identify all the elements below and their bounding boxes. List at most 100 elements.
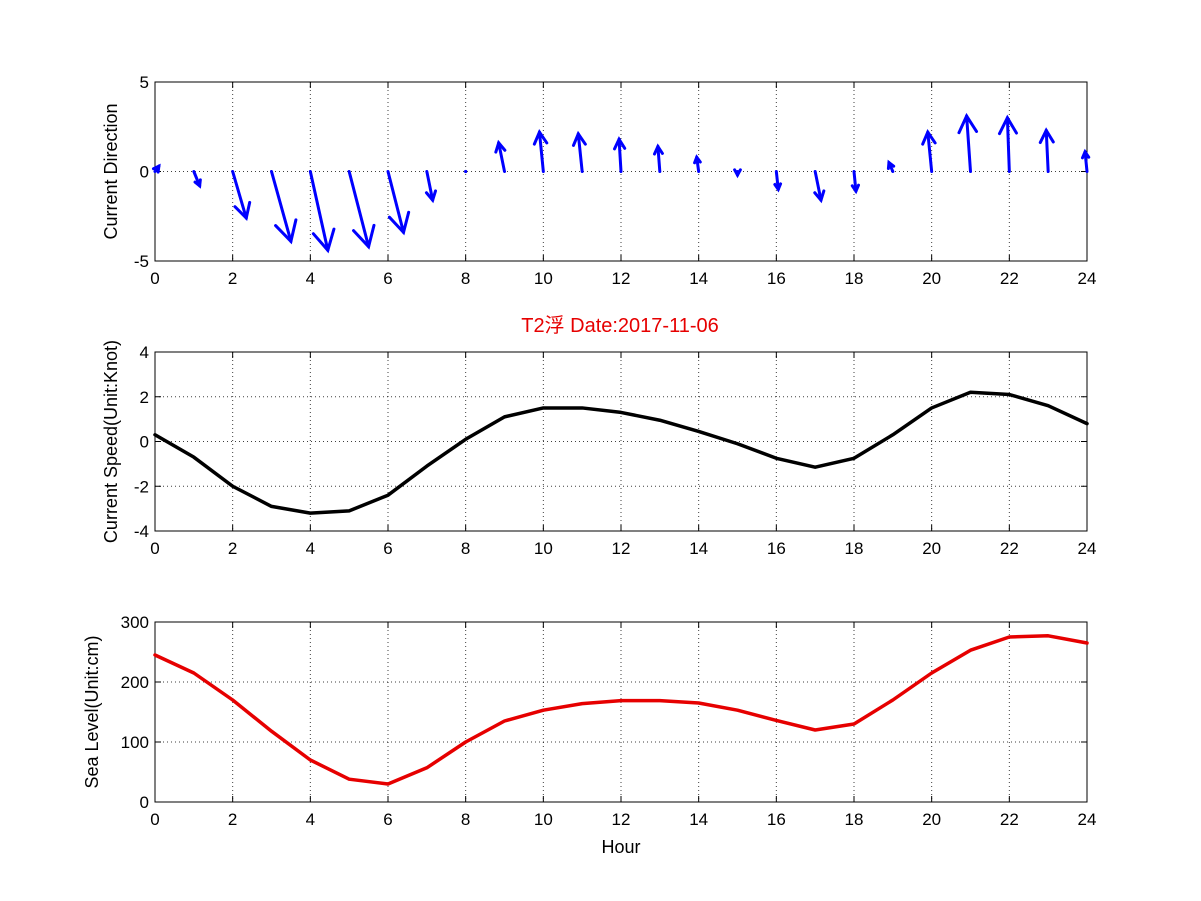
quiver-head (233, 200, 252, 222)
y-tick-label: 5 (140, 73, 149, 92)
quiver-shaft (537, 130, 545, 173)
quiver-shaft (231, 170, 248, 220)
x-tick-label: 16 (767, 269, 786, 288)
quiver-shaft (1044, 128, 1050, 173)
x-tick-label: 24 (1078, 810, 1097, 829)
quiver-head (693, 154, 702, 165)
quiver-head (957, 112, 979, 135)
quiver-shaft (1005, 116, 1011, 173)
quiver-shaft (617, 137, 623, 173)
quiver-arrow (613, 136, 627, 173)
quiver-shaft (347, 170, 371, 249)
quiver-shaft (852, 170, 858, 193)
x-tick-label: 4 (306, 810, 315, 829)
x-axis-label: Hour (601, 837, 640, 857)
x-tick-label: 8 (461, 539, 470, 558)
quiver-head (613, 136, 627, 151)
y-axis-label: Current Speed(Unit:Knot) (101, 340, 121, 543)
quiver-head (424, 189, 438, 204)
quiver-arrow (997, 114, 1018, 173)
quiver-head (652, 143, 664, 156)
x-tick-label: 16 (767, 810, 786, 829)
quiver-arrow (464, 169, 468, 174)
x-tick-label: 22 (1000, 269, 1019, 288)
quiver-shaft (813, 170, 823, 202)
quiver-arrow (733, 168, 742, 179)
y-tick-label: 0 (140, 163, 149, 182)
quiver-arrow (813, 170, 826, 204)
y-tick-label: -4 (134, 522, 149, 541)
y-tick-label: 4 (140, 343, 149, 362)
x-tick-label: 18 (845, 810, 864, 829)
x-tick-label: 12 (612, 810, 631, 829)
x-tick-label: 24 (1078, 269, 1097, 288)
y-tick-label: 100 (121, 733, 149, 752)
quiver-arrow (192, 170, 202, 189)
quiver-head (997, 114, 1018, 136)
x-tick-label: 12 (612, 539, 631, 558)
quiver-arrow (571, 130, 587, 173)
quiver-dot (464, 169, 468, 174)
quiver-shaft (926, 130, 934, 173)
quiver-shaft (965, 114, 972, 173)
x-tick-label: 2 (228, 539, 237, 558)
x-tick-label: 0 (150, 269, 159, 288)
quiver-head (494, 139, 507, 154)
quiver-head (921, 129, 937, 146)
quiver-head (1038, 127, 1055, 145)
quiver-arrow (1038, 127, 1055, 173)
x-tick-label: 20 (922, 539, 941, 558)
quiver-arrow (693, 154, 702, 173)
quiver-arrow (1081, 148, 1091, 173)
quiver-arrow (347, 170, 376, 250)
quiver-shaft (308, 170, 330, 252)
series-line (153, 634, 1089, 786)
x-tick-label: 6 (383, 810, 392, 829)
x-tick-label: 16 (767, 539, 786, 558)
quiver-arrow (957, 112, 979, 173)
x-tick-label: 0 (150, 810, 159, 829)
quiver-shaft (656, 144, 662, 173)
quiver-arrow (231, 170, 252, 222)
quiver-arrow (386, 170, 411, 236)
quiver-arrow (270, 170, 298, 245)
quiver-arrow (308, 170, 336, 254)
quiver-shaft (425, 170, 435, 202)
quiver-head (532, 129, 549, 146)
y-tick-label: 2 (140, 388, 149, 407)
x-tick-label: 6 (383, 539, 392, 558)
plot-area (154, 621, 1088, 803)
x-tick-label: 2 (228, 810, 237, 829)
quiver-head (886, 159, 896, 171)
x-tick-label: 10 (534, 269, 553, 288)
quiver-shaft (270, 170, 293, 243)
quiver-head (151, 163, 161, 174)
quiver-head (387, 210, 411, 236)
quiver-arrow (886, 159, 896, 173)
x-tick-label: 18 (845, 269, 864, 288)
y-tick-label: 0 (140, 433, 149, 452)
x-tick-label: 18 (845, 539, 864, 558)
x-tick-label: 0 (150, 539, 159, 558)
quiver-shaft (386, 170, 406, 234)
x-tick-label: 10 (534, 539, 553, 558)
quiver-head (773, 182, 783, 193)
x-tick-label: 6 (383, 269, 392, 288)
quiver-arrow (532, 129, 549, 173)
x-tick-label: 20 (922, 810, 941, 829)
x-tick-label: 22 (1000, 539, 1019, 558)
quiver-shaft (497, 141, 506, 173)
x-tick-label: 12 (612, 269, 631, 288)
y-tick-label: 300 (121, 613, 149, 632)
quiver-head (813, 189, 826, 204)
y-tick-label: -5 (134, 252, 149, 271)
x-tick-label: 8 (461, 269, 470, 288)
quiver-head (1081, 148, 1091, 160)
x-tick-label: 14 (689, 539, 708, 558)
quiver-head (193, 178, 202, 189)
x-tick-label: 4 (306, 539, 315, 558)
